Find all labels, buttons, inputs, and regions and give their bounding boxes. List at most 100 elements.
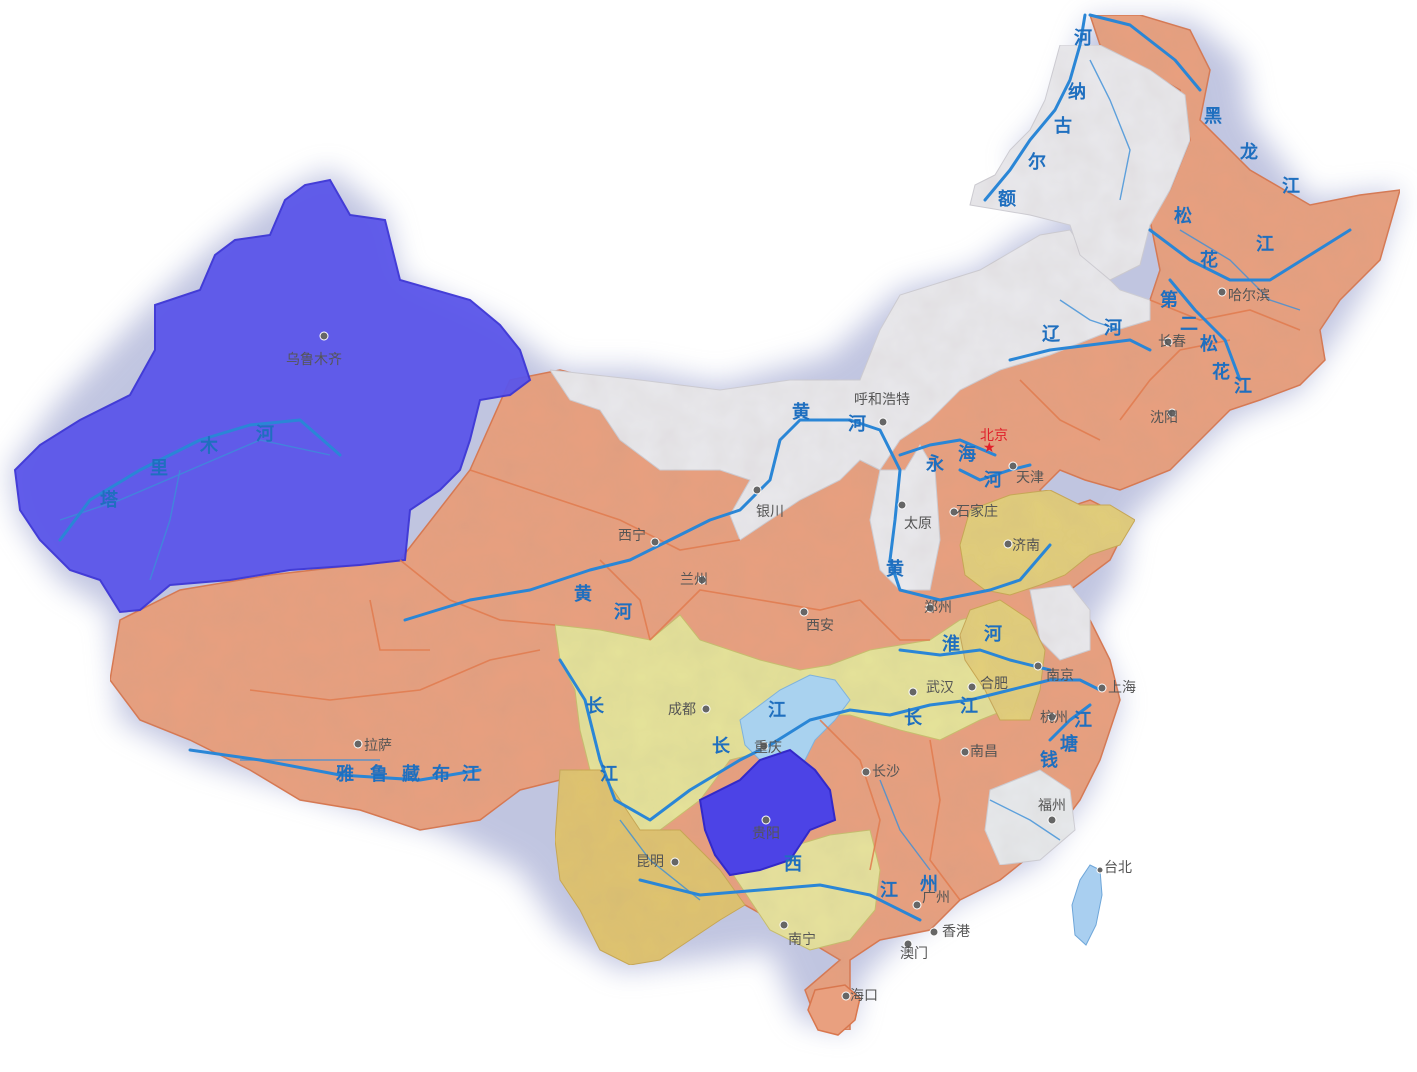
city-label-changsha: 长沙 [872, 764, 900, 780]
city-dot [929, 927, 939, 937]
city-dot [779, 920, 789, 930]
city-label-hangzhou: 杭州 [1040, 710, 1068, 726]
city-label-hongkong: 香港 [942, 924, 970, 940]
river-label: 二 [1180, 314, 1198, 335]
city-label-taiyuan: 太原 [904, 516, 932, 532]
city-label-lhasa: 拉萨 [364, 738, 392, 754]
river-label: 永 [925, 453, 944, 475]
river-label: 江 [600, 764, 618, 785]
city-dot [897, 500, 907, 510]
ergun-river [983, 13, 1087, 202]
river-label: 长 [904, 708, 923, 729]
city-dot [967, 682, 977, 692]
city-dot [1008, 461, 1018, 471]
city-dot [670, 857, 680, 867]
tarim-river [58, 418, 342, 542]
city-dot [759, 741, 769, 751]
city-label-shenyang: 沈阳 [1150, 410, 1178, 426]
river-label: 纳 [1068, 81, 1086, 103]
city-label-haikou: 海口 [850, 988, 878, 1004]
river-label: 淮 [942, 633, 960, 655]
river-label: 黄 [886, 558, 904, 580]
city-dot [319, 331, 329, 341]
city-dot [650, 537, 660, 547]
blue-xinjiang [13, 178, 532, 614]
river-label: 河 [256, 424, 274, 445]
city-dot [697, 575, 707, 585]
river-label: 塘 [1060, 733, 1078, 755]
taiwan-island [1071, 864, 1103, 946]
heilong-river [1088, 13, 1202, 92]
yangtze-river [558, 658, 1102, 822]
river-label: 古 [1054, 115, 1072, 137]
city-dot [841, 991, 851, 1001]
city-label-taipei: 台北 [1104, 860, 1132, 876]
river-label: 木 [199, 435, 219, 457]
city-label-nanjing: 南京 [1046, 668, 1074, 684]
second-songhua-river [1168, 278, 1242, 382]
city-label-guangzhou: 广州 [922, 890, 950, 906]
city-dot [1096, 866, 1104, 874]
river-label: 尔 [1028, 151, 1046, 173]
city-label-zhengzhou: 郑州 [924, 600, 952, 616]
city-label-shijiazhuang: 石家庄 [956, 503, 998, 520]
songhua-river [1148, 228, 1352, 282]
city-label-harbin: 哈尔滨 [1228, 288, 1270, 304]
river-label: 塔 [100, 489, 119, 511]
river-label: 河 [614, 602, 632, 623]
city-label-jinan: 济南 [1012, 538, 1040, 554]
city-dot [925, 603, 935, 613]
pearl-river [638, 878, 922, 922]
river-label: 江 [1074, 710, 1092, 731]
river-label: 江 [880, 880, 898, 901]
city-label-xining: 西宁 [618, 527, 646, 544]
qiantang-river [1048, 703, 1092, 742]
river-labels: 塔 里 木 河 额 尔 古 纳 河 黑 龙 江 松 花 江 第 二 松 花 江 … [100, 28, 1300, 901]
river-label: 河 [984, 470, 1002, 491]
city-dot [912, 900, 922, 910]
river-label: 辽 [1042, 324, 1061, 345]
river-label: 江 [1256, 234, 1274, 255]
city-dot [1167, 408, 1177, 418]
city-dot [861, 767, 871, 777]
yarlung-river [188, 748, 482, 782]
river-label: 河 [1104, 318, 1122, 339]
city-label-shanghai: 上海 [1108, 680, 1136, 696]
gray-fujian [984, 769, 1076, 866]
city-label-macao: 澳门 [900, 946, 928, 962]
city-label-fuzhou: 福州 [1038, 798, 1066, 814]
city-label-beijing: 北京 [980, 428, 1008, 444]
city-label-changchun: 长春 [1158, 334, 1186, 350]
liao-river [1008, 338, 1152, 362]
city-dot [960, 747, 970, 757]
river-label: 藏 [402, 764, 420, 785]
city-dot [799, 607, 809, 617]
river-label: 雅 [335, 763, 354, 785]
city-dot [878, 417, 888, 427]
river-label: 花 [1200, 249, 1218, 271]
river-label: 布 [432, 763, 450, 785]
city-label-hohhot: 呼和浩特 [854, 392, 910, 408]
yellow-shandong [959, 489, 1136, 596]
river-label: 长 [586, 696, 605, 717]
basin-blue [13, 178, 837, 877]
city-label-tianjin: 天津 [1016, 470, 1044, 486]
city-label-nanchang: 南昌 [970, 744, 998, 760]
city-dot [1047, 712, 1057, 722]
capital-star-icon: ★ [983, 440, 996, 456]
river-label: 海 [958, 443, 976, 465]
basin-gray [548, 44, 1191, 866]
city-dot [353, 739, 363, 749]
river-label: 黄 [792, 401, 810, 423]
blue-guizhou [698, 748, 837, 877]
river-label: 河 [848, 414, 866, 435]
haihe-river [958, 463, 1032, 482]
river-label: 江 [1234, 376, 1252, 397]
province-borders [249, 299, 1301, 901]
river-label: 第 [1160, 289, 1178, 311]
river-label: 松 [1174, 205, 1192, 227]
city-dot [701, 704, 711, 714]
city-dot [903, 939, 913, 949]
city-label-urumqi: 乌鲁木齐 [286, 352, 342, 368]
